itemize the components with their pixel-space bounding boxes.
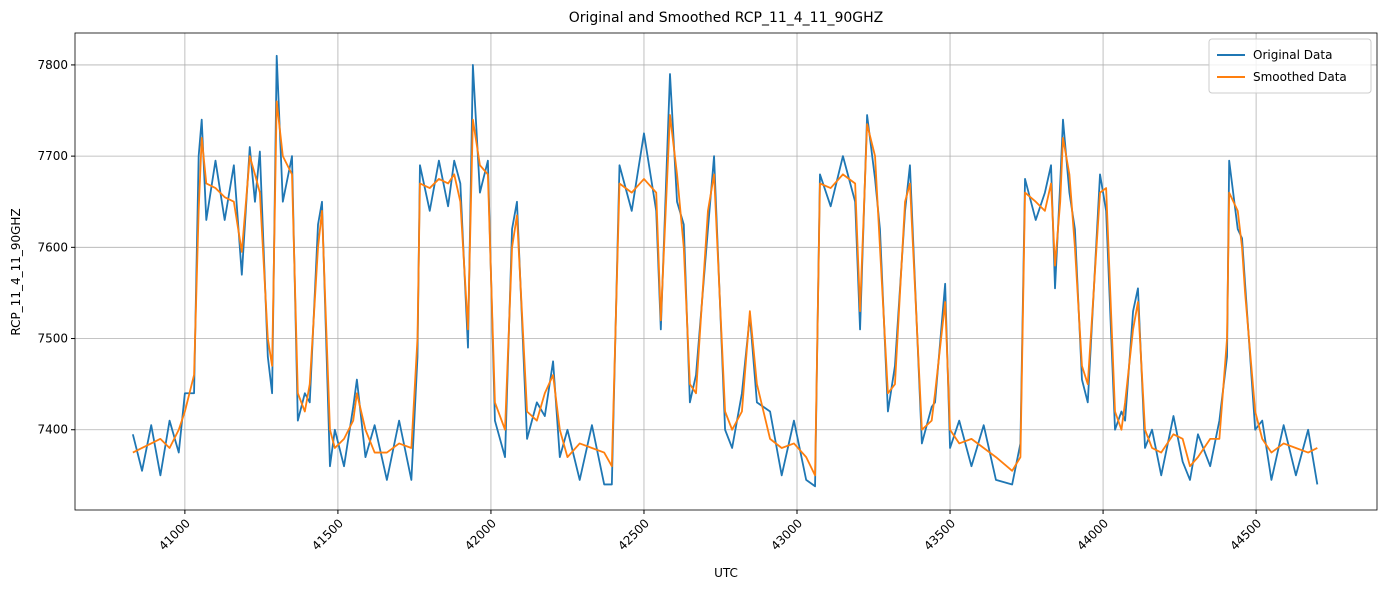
y-tick-label: 7400 [37, 423, 68, 437]
y-axis-label: RCP_11_4_11_90GHZ [9, 208, 23, 335]
x-tick-label: 43000 [768, 516, 805, 553]
chart-title: Original and Smoothed RCP_11_4_11_90GHZ [569, 10, 884, 26]
legend: Original Data Smoothed Data [1208, 38, 1372, 94]
y-tick-label: 7700 [37, 149, 68, 163]
legend-label: Smoothed Data [1253, 70, 1347, 84]
y-tick-label: 7500 [37, 332, 68, 346]
data-line [131, 54, 1319, 488]
x-tick-label: 42000 [462, 516, 499, 553]
legend-label: Original Data [1253, 48, 1332, 62]
y-tick-label: 7800 [37, 58, 68, 72]
plot-frame [74, 32, 1378, 511]
x-tick-label: 43500 [921, 516, 958, 553]
x-tick-label: 44500 [1227, 516, 1264, 553]
y-tick-label: 7600 [37, 240, 68, 254]
x-tick-label: 44000 [1074, 516, 1111, 553]
x-tick-label: 42500 [615, 516, 652, 553]
x-tick-label: 41000 [156, 516, 193, 553]
data-line [132, 100, 1318, 477]
x-axis-label: UTC [714, 566, 738, 580]
x-tick-label: 41500 [309, 516, 346, 553]
legend-box [1208, 38, 1372, 94]
